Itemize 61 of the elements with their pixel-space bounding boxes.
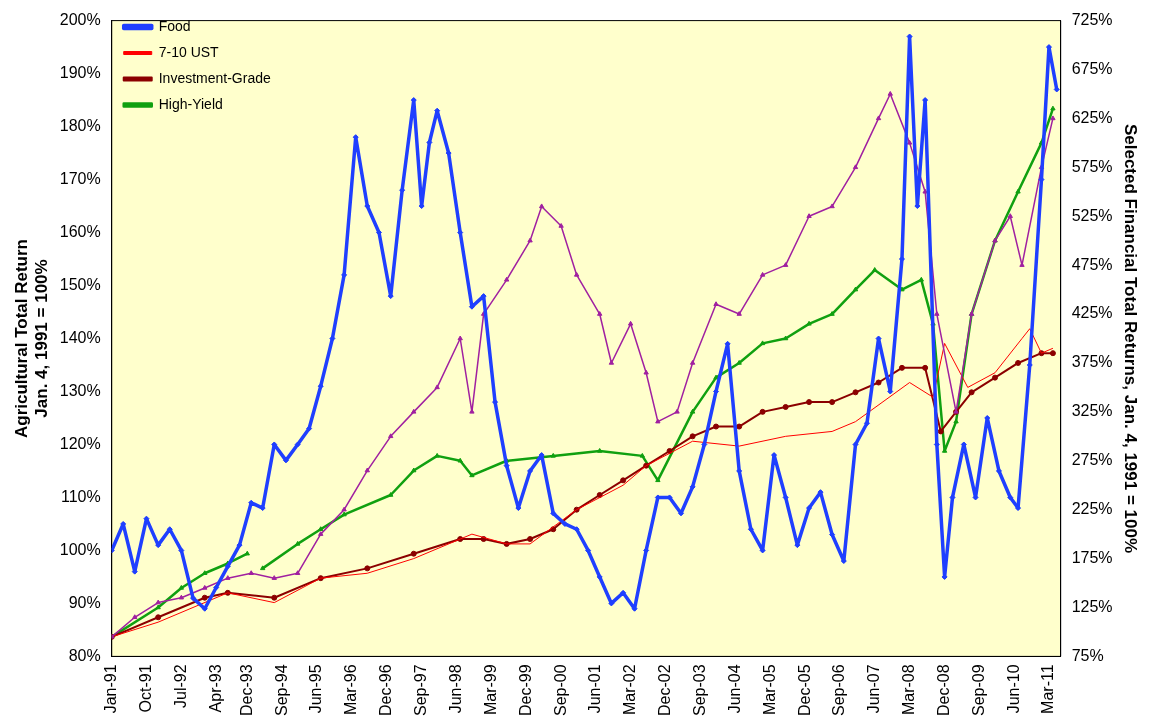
y2-tick-label: 475%	[1071, 255, 1113, 273]
y-tick-label: 110%	[60, 487, 101, 505]
y2-tick-label: 175%	[1071, 549, 1113, 566]
x-tick-label: Apr-93	[206, 664, 224, 713]
y2-tick-label: 375%	[1071, 353, 1113, 371]
x-tick-label: Mar-96	[342, 664, 360, 716]
y2-axis-title: Selected Financial Total Returns, Jan. 4, 1991 = 100%	[1121, 123, 1141, 554]
x-tick-label: Sep-06	[830, 664, 848, 716]
x-tick-label: Mar-02	[621, 664, 639, 716]
x-tick-label: Dec-93	[237, 664, 255, 716]
x-tick-label: Sep-97	[412, 664, 430, 716]
y-tick-label: 80%	[68, 646, 101, 664]
x-tick-label: Jul-92	[171, 664, 189, 708]
y-tick-label: 150%	[59, 275, 101, 293]
y2-tick-label: 325%	[1071, 402, 1113, 420]
x-tick-label: Jun-98	[446, 664, 464, 714]
legend-label: High-Yield	[158, 95, 223, 112]
x-tick-label: Dec-05	[795, 664, 813, 716]
y2-tick-label: 725%	[1071, 11, 1113, 29]
y-tick-label: 140%	[59, 328, 101, 346]
x-tick-label: Mar-99	[481, 664, 499, 716]
y-tick-label: 90%	[68, 593, 101, 611]
legend-label: Food	[158, 17, 191, 34]
x-tick-label: Dec-08	[935, 664, 953, 716]
x-tick-label: Jan-91	[102, 664, 120, 714]
y2-tick-label: 75%	[1071, 646, 1104, 664]
y2-tick-label: 225%	[1071, 500, 1113, 518]
x-tick-label: Mar-11	[1039, 664, 1057, 714]
y2-tick-label: 525%	[1071, 206, 1113, 224]
y-tick-label: 160%	[59, 222, 101, 240]
y-tick-label: 170%	[59, 169, 101, 187]
y2-tick-label: 275%	[1071, 451, 1113, 469]
x-tick-label: Mar-05	[760, 664, 778, 716]
x-tick-label: Jun-07	[865, 664, 883, 714]
legend-label: 7-10 UST	[158, 43, 220, 60]
y-axis-title: Agricultural Total Return Jan. 4, 1991 = 100%	[11, 239, 52, 438]
x-tick-label: Sep-09	[969, 664, 987, 716]
y-tick-label: 200%	[59, 11, 101, 29]
y2-tick-label: 625%	[1071, 108, 1113, 126]
y-tick-label: 180%	[59, 116, 101, 134]
x-tick-label: Sep-94	[272, 664, 290, 716]
legend-label: Investment-Grade	[158, 69, 271, 86]
y-tick-label: 100%	[59, 540, 101, 558]
y2-tick-label: 425%	[1071, 304, 1113, 322]
y-tick-label: 120%	[59, 434, 101, 452]
x-tick-label: Jun-04	[725, 664, 743, 714]
x-tick-label: Sep-03	[690, 664, 708, 716]
y2-tick-label: 575%	[1071, 157, 1113, 175]
x-tick-label: Dec-96	[377, 664, 395, 716]
x-tick-label: Dec-02	[656, 664, 674, 716]
x-tick-label: Jun-95	[307, 664, 325, 714]
x-tick-label: Jun-10	[1004, 664, 1022, 714]
y-tick-label: 130%	[59, 381, 101, 399]
y2-tick-label: 125%	[1071, 597, 1113, 615]
x-tick-label: Oct-91	[136, 664, 154, 713]
x-tick-label: Sep-00	[551, 664, 569, 716]
x-tick-label: Mar-08	[900, 664, 918, 716]
x-tick-label: Dec-99	[516, 664, 534, 716]
y-tick-label: 190%	[59, 63, 101, 81]
x-tick-label: Jun-01	[586, 664, 604, 714]
y2-tick-label: 675%	[1071, 59, 1113, 77]
